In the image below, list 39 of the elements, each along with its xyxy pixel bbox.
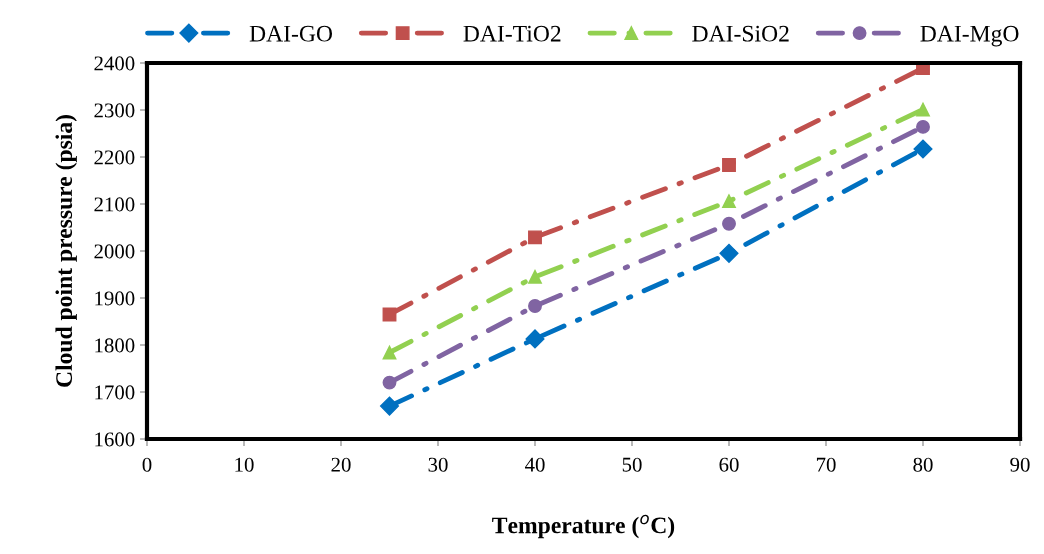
x-tick-label: 90 <box>1010 457 1030 472</box>
point <box>719 243 739 263</box>
x-axis-title: Temperature ($^{o}$C) <box>492 514 675 539</box>
y-tick-label: 2100 <box>94 197 135 212</box>
x-tick-label: 40 <box>524 457 545 472</box>
point <box>379 396 400 416</box>
y-tick-label: 1600 <box>95 432 135 447</box>
point <box>528 299 542 313</box>
point <box>528 230 542 245</box>
point <box>525 329 545 349</box>
y-tick-label: 2000 <box>94 244 135 259</box>
y-tick-label: 2300 <box>94 103 135 118</box>
x-tick-label: 50 <box>622 457 642 472</box>
legend-label: DAI-SiO2 <box>692 25 789 42</box>
y-tick-label: 1700 <box>95 385 135 400</box>
point <box>916 102 930 117</box>
y-tick-label: 1900 <box>95 291 135 306</box>
x-tick-label: 60 <box>719 457 739 472</box>
x-tick-label: 70 <box>816 457 836 472</box>
x-tick-label: 10 <box>235 457 254 472</box>
point <box>722 216 736 231</box>
legend-label: DAI-MgO <box>920 25 1019 47</box>
legend-label: DAI-GO <box>249 25 333 42</box>
legend-label: DAI-TiO2 <box>463 25 561 42</box>
point <box>382 375 397 390</box>
point <box>382 345 397 360</box>
point <box>913 139 933 159</box>
point <box>722 158 736 172</box>
point <box>528 269 542 284</box>
y-axis-title: Cloud point pressure (psia) <box>55 115 77 387</box>
y-tick-label: 1800 <box>95 338 135 353</box>
y-tick-label: 2400 <box>94 56 135 71</box>
point <box>916 119 930 134</box>
x-tick-label: 20 <box>331 457 351 472</box>
point <box>722 194 736 209</box>
y-tick-label: 2200 <box>94 150 135 165</box>
x-tick-label: 30 <box>428 457 448 472</box>
x-tick-label: 80 <box>913 457 933 472</box>
x-tick-label: 0 <box>142 457 152 472</box>
